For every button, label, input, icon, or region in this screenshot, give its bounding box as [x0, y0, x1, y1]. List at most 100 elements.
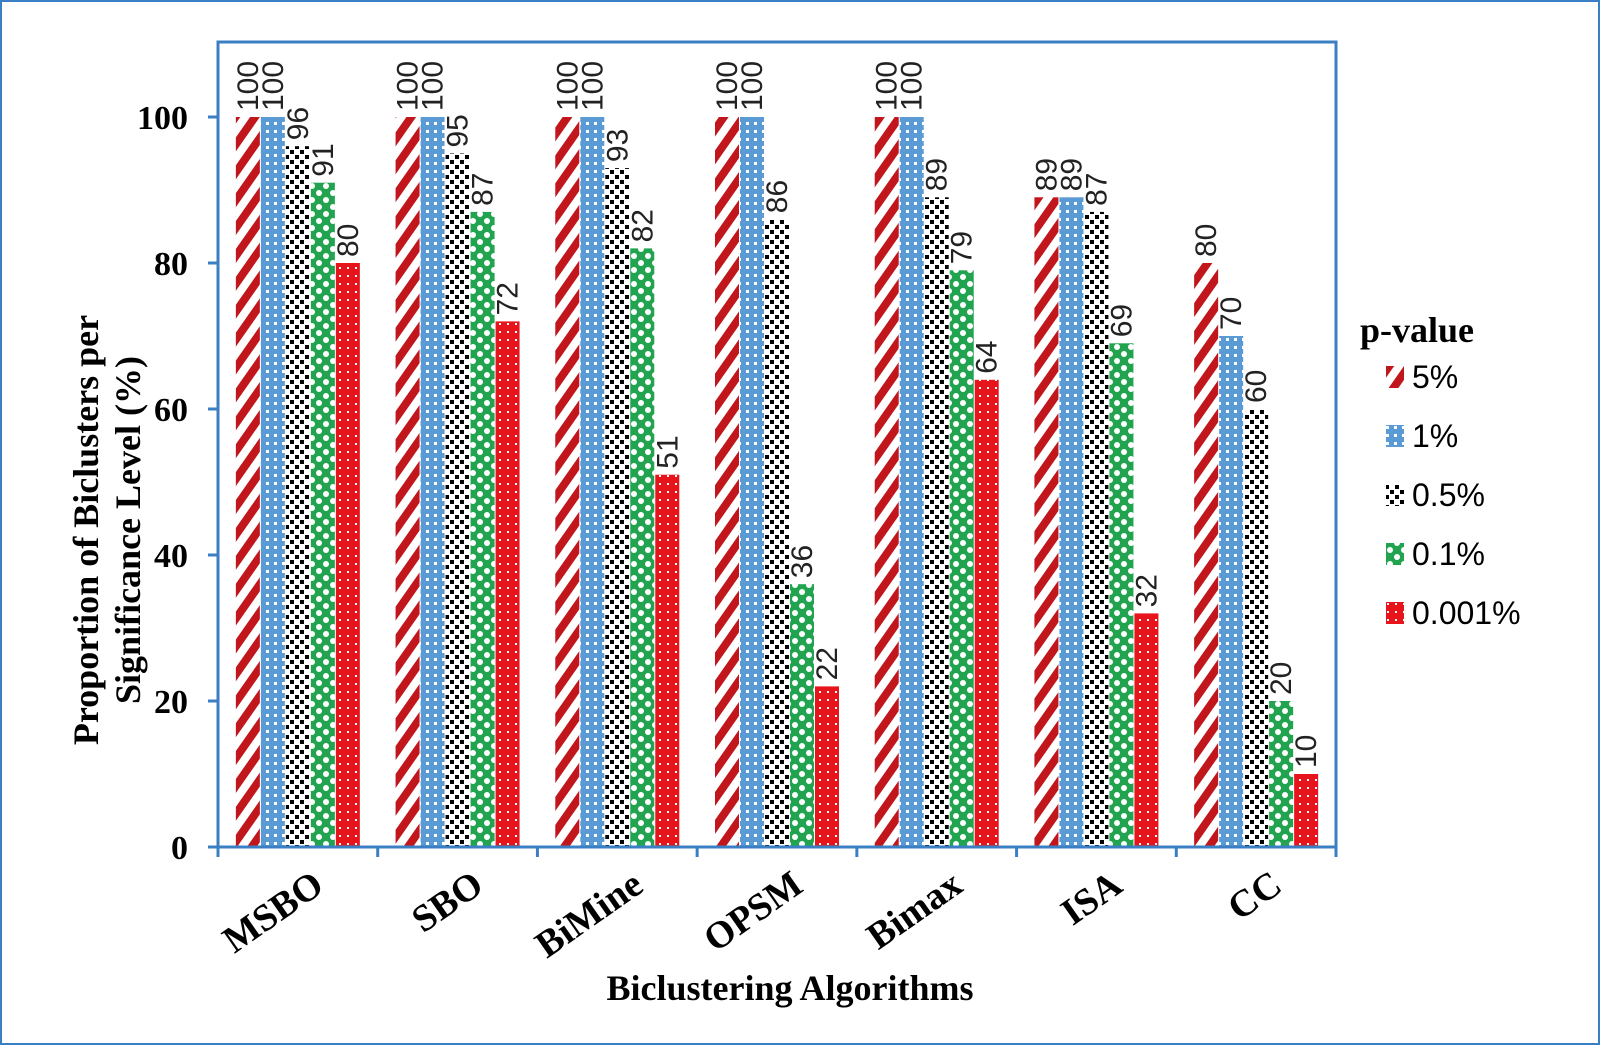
category-label: ISA: [1054, 863, 1130, 934]
data-label: 20: [1265, 662, 1298, 695]
y-tick-label: 100: [137, 100, 188, 137]
bar-isa-5: [1034, 197, 1059, 848]
legend-swatch-01: [1386, 543, 1404, 565]
bar-msbo-01: [310, 182, 335, 847]
x-axis-title: Biclustering Algorithms: [607, 968, 974, 1008]
bar-bimine-05: [605, 168, 630, 848]
legend-title: p-value: [1360, 310, 1474, 350]
bar-sbo-0001: [495, 321, 520, 847]
legend-label: 0.5%: [1412, 477, 1485, 513]
category-label: Bimax: [859, 863, 970, 958]
data-label: 100: [551, 61, 584, 111]
y-tick-label: 20: [154, 684, 188, 721]
data-label: 51: [651, 435, 684, 468]
data-label: 95: [442, 114, 475, 147]
data-label: 82: [626, 209, 659, 242]
bar-opsm-01: [790, 584, 814, 847]
data-label: 100: [736, 61, 769, 111]
data-label: 89: [921, 158, 954, 191]
data-label: 87: [1080, 173, 1113, 206]
bar-cc-05: [1244, 409, 1269, 847]
data-label: 70: [1215, 297, 1248, 330]
bar-bimax-01: [949, 270, 974, 847]
data-label: 100: [417, 61, 450, 111]
category-label: BiMine: [528, 863, 651, 966]
bar-bimine-0001: [655, 474, 680, 847]
bar-bimine-01: [630, 248, 655, 847]
y-axis-title-line2: Significance Level (%): [108, 356, 148, 704]
data-label: 36: [786, 545, 819, 578]
data-label: 93: [601, 129, 634, 162]
bar-opsm-0001: [815, 686, 839, 847]
data-label: 89: [1055, 158, 1088, 191]
data-labels-group: 1001009691801001009587721001009382511001…: [232, 61, 1323, 768]
legend: p-value 5% 1% 0.5% 0.1% 0.001%: [1360, 310, 1521, 631]
bars-group: [235, 117, 1319, 848]
bar-bimax-1: [899, 117, 924, 847]
legend-label: 5%: [1412, 359, 1458, 395]
legend-swatch-05: [1386, 484, 1404, 506]
data-label: 79: [946, 231, 979, 264]
bar-opsm-05: [765, 219, 789, 847]
bar-isa-0001: [1134, 613, 1159, 847]
data-label: 89: [1030, 158, 1063, 191]
data-label: 32: [1130, 574, 1163, 607]
bar-isa-01: [1109, 343, 1134, 847]
data-label: 100: [576, 61, 609, 111]
bar-msbo-1: [260, 117, 285, 847]
y-tick-label: 80: [154, 246, 188, 283]
data-label: 100: [871, 61, 904, 111]
bar-cc-5: [1194, 263, 1219, 847]
legend-swatch-1: [1386, 425, 1404, 447]
bar-bimax-05: [924, 197, 949, 848]
category-label: CC: [1220, 863, 1289, 929]
legend-swatch-5: [1386, 366, 1404, 388]
bar-isa-05: [1084, 211, 1109, 847]
data-label: 10: [1290, 735, 1323, 768]
bar-msbo-0001: [335, 263, 360, 847]
data-label: 72: [492, 282, 525, 315]
category-label: MSBO: [215, 863, 331, 962]
y-axis-title-line1: Proportion of Biclusters per: [66, 315, 106, 745]
data-label: 96: [282, 107, 315, 140]
legend-swatch-0001: [1386, 602, 1404, 624]
bar-cc-1: [1219, 336, 1244, 847]
bar-opsm-5: [715, 117, 739, 847]
bar-bimine-5: [555, 117, 580, 847]
y-tick-label: 40: [154, 538, 188, 575]
bar-opsm-1: [740, 117, 764, 847]
bar-isa-1: [1059, 197, 1084, 848]
data-label: 22: [811, 647, 844, 680]
bar-sbo-01: [470, 211, 495, 847]
bar-bimine-1: [580, 117, 605, 847]
bar-sbo-1: [420, 117, 445, 847]
bar-sbo-05: [445, 153, 470, 847]
legend-label: 0.1%: [1412, 536, 1485, 572]
bar-sbo-5: [395, 117, 420, 847]
data-label: 100: [232, 61, 265, 111]
data-label: 60: [1240, 370, 1273, 403]
data-label: 100: [711, 61, 744, 111]
bar-msbo-05: [285, 146, 310, 847]
data-label: 100: [257, 61, 290, 111]
bar-cc-01: [1269, 701, 1294, 847]
bar-bimax-5: [874, 117, 899, 847]
legend-label: 1%: [1412, 418, 1458, 454]
data-label: 86: [761, 180, 794, 213]
bar-msbo-5: [235, 117, 260, 847]
data-label: 69: [1105, 304, 1138, 337]
category-label: SBO: [404, 863, 490, 941]
legend-label: 0.001%: [1412, 595, 1521, 631]
data-label: 80: [332, 224, 365, 257]
category-label: OPSM: [696, 863, 810, 960]
data-label: 87: [467, 173, 500, 206]
data-label: 80: [1190, 224, 1223, 257]
bar-bimax-0001: [974, 379, 999, 847]
y-tick-label: 0: [171, 830, 188, 867]
data-label: 100: [392, 61, 425, 111]
y-tick-label: 60: [154, 392, 188, 429]
data-label: 100: [896, 61, 929, 111]
data-label: 91: [307, 143, 340, 176]
bar-cc-0001: [1294, 774, 1319, 847]
